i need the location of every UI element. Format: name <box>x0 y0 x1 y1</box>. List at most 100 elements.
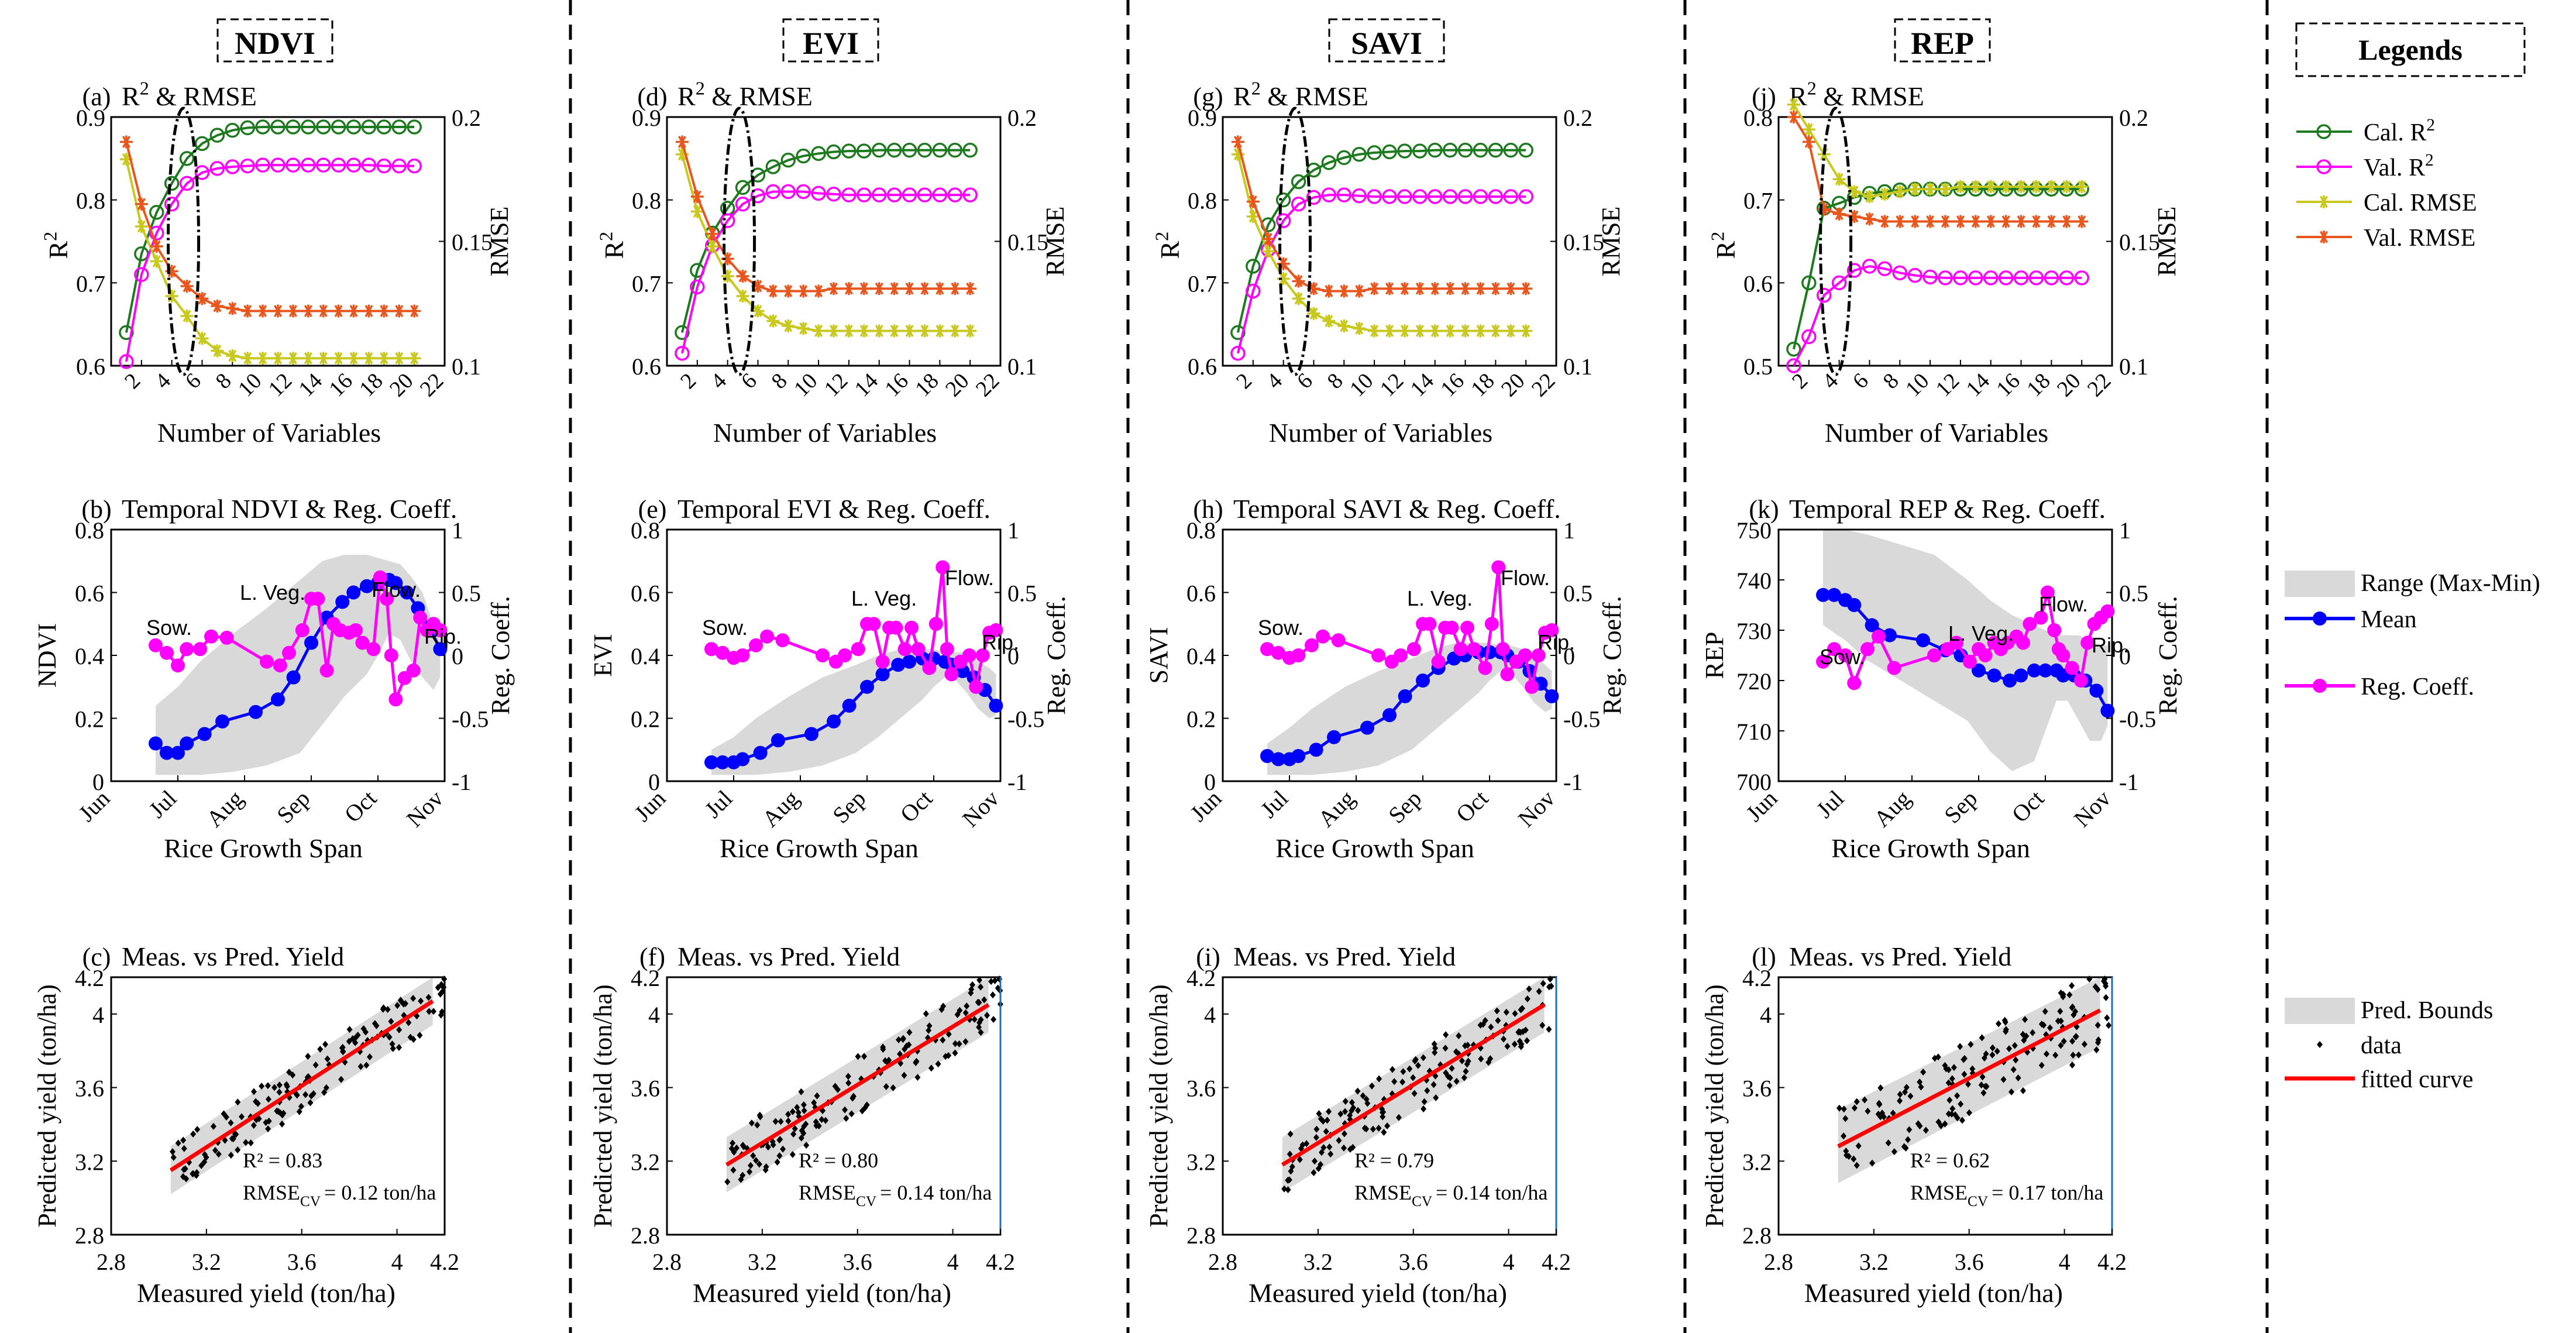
x-tick-label: 4 <box>1262 369 1287 394</box>
x-tick-label: 6 <box>737 369 762 394</box>
series-point <box>1949 635 1963 650</box>
data-point <box>2081 1040 2087 1048</box>
panel-title: Meas. vs Pred. Yield <box>1789 942 2011 971</box>
data-point <box>1420 1054 1426 1061</box>
data-point <box>1433 1094 1439 1101</box>
series-point <box>197 727 212 741</box>
series-line <box>125 164 415 362</box>
y2-tick-label: 0.1 <box>2119 353 2148 380</box>
series-point <box>195 292 209 305</box>
series-point <box>1428 282 1442 296</box>
panel-title: Meas. vs Pred. Yield <box>122 942 344 971</box>
data-point <box>2038 1061 2045 1069</box>
x-tick-label: 22 <box>1527 369 1560 402</box>
data-point <box>388 1018 394 1025</box>
series-point <box>1337 319 1351 332</box>
y-tick-label: 0 <box>648 769 660 795</box>
y2-tick-label: 0.15 <box>2119 229 2160 256</box>
data-point <box>2102 980 2109 987</box>
data-point <box>964 1002 970 1010</box>
x-tick-label: 2.8 <box>1208 1249 1237 1275</box>
x-tick-label: 14 <box>294 369 328 402</box>
stage-label: L. Veg. <box>851 586 917 610</box>
x-tick-label: 6 <box>181 369 206 394</box>
data-point <box>190 1130 197 1138</box>
series-point <box>866 617 881 631</box>
data-point <box>1430 1081 1437 1088</box>
series-point <box>1847 598 1862 612</box>
y-axis-label: R2 <box>40 232 73 259</box>
series-point <box>1351 188 1367 204</box>
data-point <box>1412 1056 1419 1063</box>
series-point <box>1443 324 1457 338</box>
data-point <box>1406 1065 1413 1073</box>
legend-label: data <box>2361 1032 2402 1059</box>
data-point <box>1540 980 1546 987</box>
series-point <box>1984 215 1997 228</box>
series-point <box>1847 676 1862 690</box>
text-superscript: 2 <box>1151 232 1172 241</box>
data-point <box>201 1158 208 1166</box>
series-cal-r- <box>1230 142 1533 341</box>
x-tick-label: 6 <box>1292 369 1318 394</box>
series-point <box>388 692 403 707</box>
data-point <box>194 1126 201 1133</box>
data-point <box>360 1025 367 1032</box>
text-subscript: CV <box>1412 1194 1432 1210</box>
data-point <box>1959 1116 1965 1124</box>
data-point <box>1918 1083 1924 1091</box>
series-point <box>286 119 301 135</box>
x-tick-label: 4 <box>947 1249 959 1275</box>
panel-scatter: (c) Meas. vs Pred. Yield 2.82.8 3.2 3.2 3.6 3.… <box>33 942 459 1308</box>
series-point <box>886 142 902 158</box>
data-point <box>2057 1008 2063 1015</box>
y-axis-label: SAVI <box>1144 627 1173 683</box>
y-tick-label: 0.7 <box>1188 270 1217 297</box>
x-axis-label: Number of Variables <box>713 418 937 448</box>
data-point <box>814 1092 820 1100</box>
series-point <box>940 642 954 657</box>
data-point <box>978 983 984 991</box>
data-point <box>757 1113 763 1121</box>
series-point <box>2014 215 2028 228</box>
series-point <box>211 300 224 312</box>
series-point <box>349 623 363 637</box>
column-header: REP <box>1911 26 1974 61</box>
series-point <box>871 142 887 158</box>
series-point <box>1968 270 1983 286</box>
x-axis-label: Rice Growth Span <box>164 833 363 863</box>
series-point <box>1924 183 1937 196</box>
series-point <box>180 310 194 322</box>
data-point <box>259 1083 265 1090</box>
data-point <box>778 1118 784 1125</box>
fitted-line <box>1281 1003 1546 1167</box>
y2-tick-label: 1 <box>1563 517 1575 544</box>
series-point <box>897 642 912 657</box>
series-point <box>1413 282 1426 296</box>
data-point <box>1851 1104 1858 1112</box>
data-point <box>340 1048 346 1056</box>
y-tick-label: 3.6 <box>75 1076 104 1102</box>
selection-ellipse <box>167 106 201 376</box>
y-axis-label: Predicted yield (ton/ha) <box>1700 984 1729 1227</box>
data-point <box>410 1036 417 1043</box>
series-point <box>2028 270 2044 286</box>
data-point <box>1843 1148 1849 1155</box>
data-point <box>1903 1084 1910 1091</box>
series-point <box>149 205 164 220</box>
x-tick-label: Aug <box>1313 785 1360 833</box>
data-point <box>962 1038 969 1046</box>
series-point <box>1412 189 1428 204</box>
series-point <box>1275 192 1291 208</box>
data-point <box>210 1122 216 1130</box>
series-point <box>1887 661 1901 675</box>
data-point <box>390 1045 396 1052</box>
data-point <box>801 1107 807 1114</box>
rmse-annotation: RMSECV = 0.14 ton/ha <box>799 1181 992 1210</box>
series-point <box>315 157 331 173</box>
series-point <box>1382 144 1397 160</box>
x-tick-label: Jun <box>73 785 115 827</box>
data-point <box>855 1053 861 1060</box>
series-point <box>1460 620 1474 635</box>
